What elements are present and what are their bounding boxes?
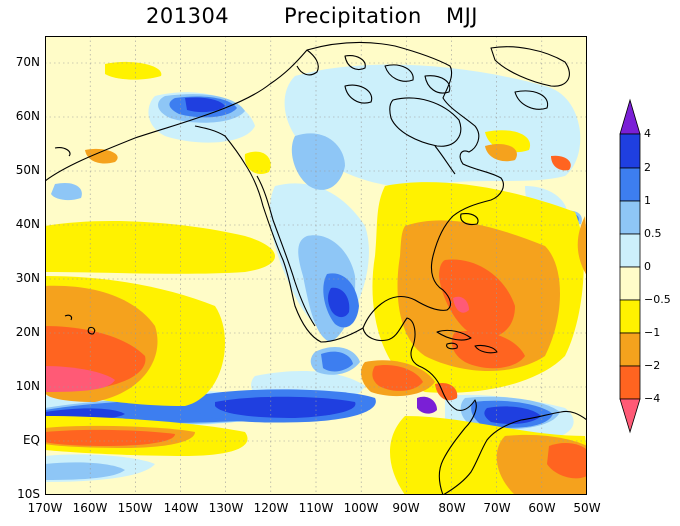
lon-label-70w: 70W [483,501,511,515]
lat-label-40n: 40N [15,217,40,231]
colorbar-label-m1: −1 [644,326,661,339]
lon-label-90w: 90W [392,501,420,515]
map-panel [45,36,587,495]
colorbar-swatches [619,98,641,434]
colorbar-swatch-05-1 [619,200,641,235]
colorbar-swatch-0-05 [619,233,641,268]
map-gridlines [45,36,587,495]
anomaly-layer-2-4 [45,97,541,424]
lat-label-70n: 70N [15,55,40,69]
colorbar-swatch-gt4 [619,98,641,135]
precipitation-map [45,36,587,495]
lat-label-20n: 20N [15,325,40,339]
map-frame [45,36,587,495]
colorbar-label-0-5: 0.5 [644,227,662,240]
colorbar-label-m2: −2 [644,359,661,372]
colorbar-swatch-1-2 [619,167,641,202]
colorbar-label-2: 2 [644,161,651,174]
anomaly-layer-lt-m4 [45,296,469,392]
lon-label-120w: 120W [253,501,289,515]
lon-label-110w: 110W [298,501,334,515]
colorbar-label-m0-5: −0.5 [644,293,671,306]
colorbar-swatch-m2-m1 [619,332,641,367]
title-season: MJJ [446,4,479,28]
lat-label-10s: 10S [17,487,40,501]
colorbar-label-0: 0 [644,260,651,273]
lon-label-50w: 50W [573,501,601,515]
colorbar-swatch-m05-0 [619,266,641,301]
lon-label-100w: 100W [343,501,379,515]
lon-label-140w: 140W [163,501,199,515]
title-date: 201304 [146,4,230,28]
lon-label-170w: 170W [27,501,63,515]
lat-label-60n: 60N [15,109,40,123]
lon-label-80w: 80W [438,501,466,515]
lat-label-50n: 50N [15,163,40,177]
colorbar-swatch-ltm4 [619,398,641,434]
lon-label-60w: 60W [528,501,556,515]
lon-label-130w: 130W [208,501,244,515]
lat-label-eq: EQ [22,433,40,447]
colorbar-label-4: 4 [644,127,651,140]
colorbar-label-m4: −4 [644,392,661,405]
anomaly-layer-gt-4 [417,396,437,414]
coastlines [45,41,587,495]
colorbar: 4 2 1 0.5 0 −0.5 −1 −2 −4 [618,96,678,436]
colorbar-swatch-2-4 [619,133,641,169]
lat-label-30n: 30N [15,271,40,285]
map-title: 201304 Precipitation MJJ [0,4,680,34]
title-variable: Precipitation [284,4,422,28]
colorbar-label-1: 1 [644,194,651,207]
colorbar-swatch-m4-m2 [619,365,641,400]
lat-label-10n: 10N [15,379,40,393]
lon-label-150w: 150W [117,501,153,515]
lon-label-160w: 160W [72,501,108,515]
colorbar-swatch-m1-m05 [619,299,641,334]
